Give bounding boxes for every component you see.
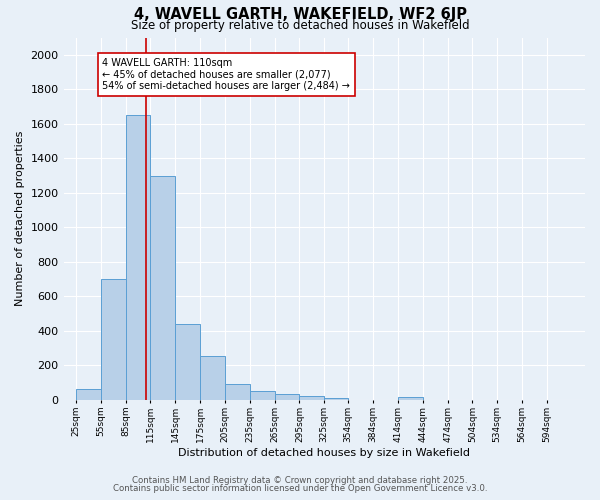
Text: Size of property relative to detached houses in Wakefield: Size of property relative to detached ho… <box>131 19 469 32</box>
Bar <box>275 394 299 400</box>
Text: Contains HM Land Registry data © Crown copyright and database right 2025.: Contains HM Land Registry data © Crown c… <box>132 476 468 485</box>
Bar <box>151 176 175 400</box>
Bar <box>125 115 151 400</box>
Text: 4 WAVELL GARTH: 110sqm
← 45% of detached houses are smaller (2,077)
54% of semi-: 4 WAVELL GARTH: 110sqm ← 45% of detached… <box>103 58 350 92</box>
Bar <box>398 398 423 400</box>
X-axis label: Distribution of detached houses by size in Wakefield: Distribution of detached houses by size … <box>178 448 470 458</box>
Bar <box>200 356 225 400</box>
Bar <box>76 389 101 400</box>
Bar <box>175 324 200 400</box>
Bar <box>101 279 125 400</box>
Bar <box>225 384 250 400</box>
Text: Contains public sector information licensed under the Open Government Licence v3: Contains public sector information licen… <box>113 484 487 493</box>
Bar <box>299 396 324 400</box>
Bar <box>250 390 275 400</box>
Y-axis label: Number of detached properties: Number of detached properties <box>15 131 25 306</box>
Text: 4, WAVELL GARTH, WAKEFIELD, WF2 6JP: 4, WAVELL GARTH, WAKEFIELD, WF2 6JP <box>133 8 467 22</box>
Bar <box>324 398 348 400</box>
